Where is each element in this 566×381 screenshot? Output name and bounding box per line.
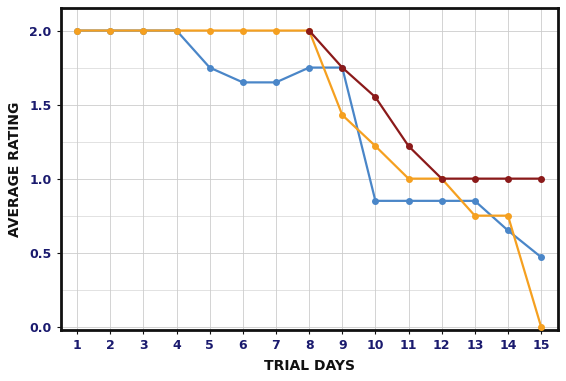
Y-axis label: AVERAGE RATING: AVERAGE RATING xyxy=(8,101,22,237)
X-axis label: TRIAL DAYS: TRIAL DAYS xyxy=(264,359,355,373)
